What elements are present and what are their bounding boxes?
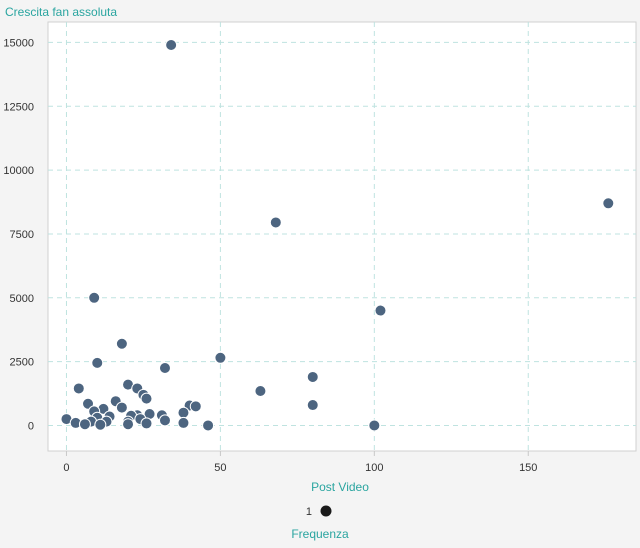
- legend: 1 Frequenza: [291, 505, 349, 541]
- y-tick-label: 15000: [3, 37, 34, 49]
- data-point: [140, 417, 153, 430]
- data-points: [60, 38, 615, 432]
- data-point: [214, 351, 227, 364]
- x-tick-label: 100: [365, 462, 383, 474]
- x-axis-ticks: 0 50 100 150: [63, 451, 537, 474]
- data-point: [115, 401, 128, 414]
- data-point: [269, 216, 282, 229]
- y-axis-title: Crescita fan assoluta: [5, 5, 117, 19]
- y-tick-label: 12500: [3, 101, 34, 113]
- data-point: [306, 399, 319, 412]
- data-point: [189, 400, 202, 413]
- legend-title: Frequenza: [291, 527, 349, 541]
- y-tick-label: 2500: [10, 357, 34, 369]
- legend-label: 1: [306, 506, 312, 518]
- plot-area: [47, 21, 637, 452]
- data-point: [374, 304, 387, 317]
- y-tick-label: 0: [28, 420, 34, 432]
- y-tick-label: 10000: [3, 165, 34, 177]
- data-point: [306, 370, 319, 383]
- y-axis-ticks: 0 2500 5000 7500 10000 12500 15000: [3, 37, 34, 432]
- data-point: [254, 384, 267, 397]
- data-point: [78, 418, 91, 431]
- data-point: [202, 419, 215, 432]
- legend-marker: [320, 505, 332, 517]
- data-point: [122, 418, 135, 431]
- y-tick-label: 7500: [10, 229, 34, 241]
- data-point: [602, 197, 615, 210]
- data-point: [158, 362, 171, 375]
- x-axis-title: Post Video: [311, 480, 369, 494]
- x-tick-label: 150: [519, 462, 537, 474]
- data-point: [140, 392, 153, 405]
- y-tick-label: 5000: [10, 293, 34, 305]
- data-point: [165, 38, 178, 51]
- x-tick-label: 0: [63, 462, 69, 474]
- data-point: [368, 419, 381, 432]
- data-point: [115, 337, 128, 350]
- data-point: [72, 382, 85, 395]
- x-tick-label: 50: [214, 462, 226, 474]
- grid-lines: [48, 22, 636, 451]
- data-point: [88, 291, 101, 304]
- data-point: [177, 416, 190, 429]
- data-point: [177, 406, 190, 419]
- data-point: [91, 356, 104, 369]
- data-point: [158, 414, 171, 427]
- data-point: [94, 418, 107, 431]
